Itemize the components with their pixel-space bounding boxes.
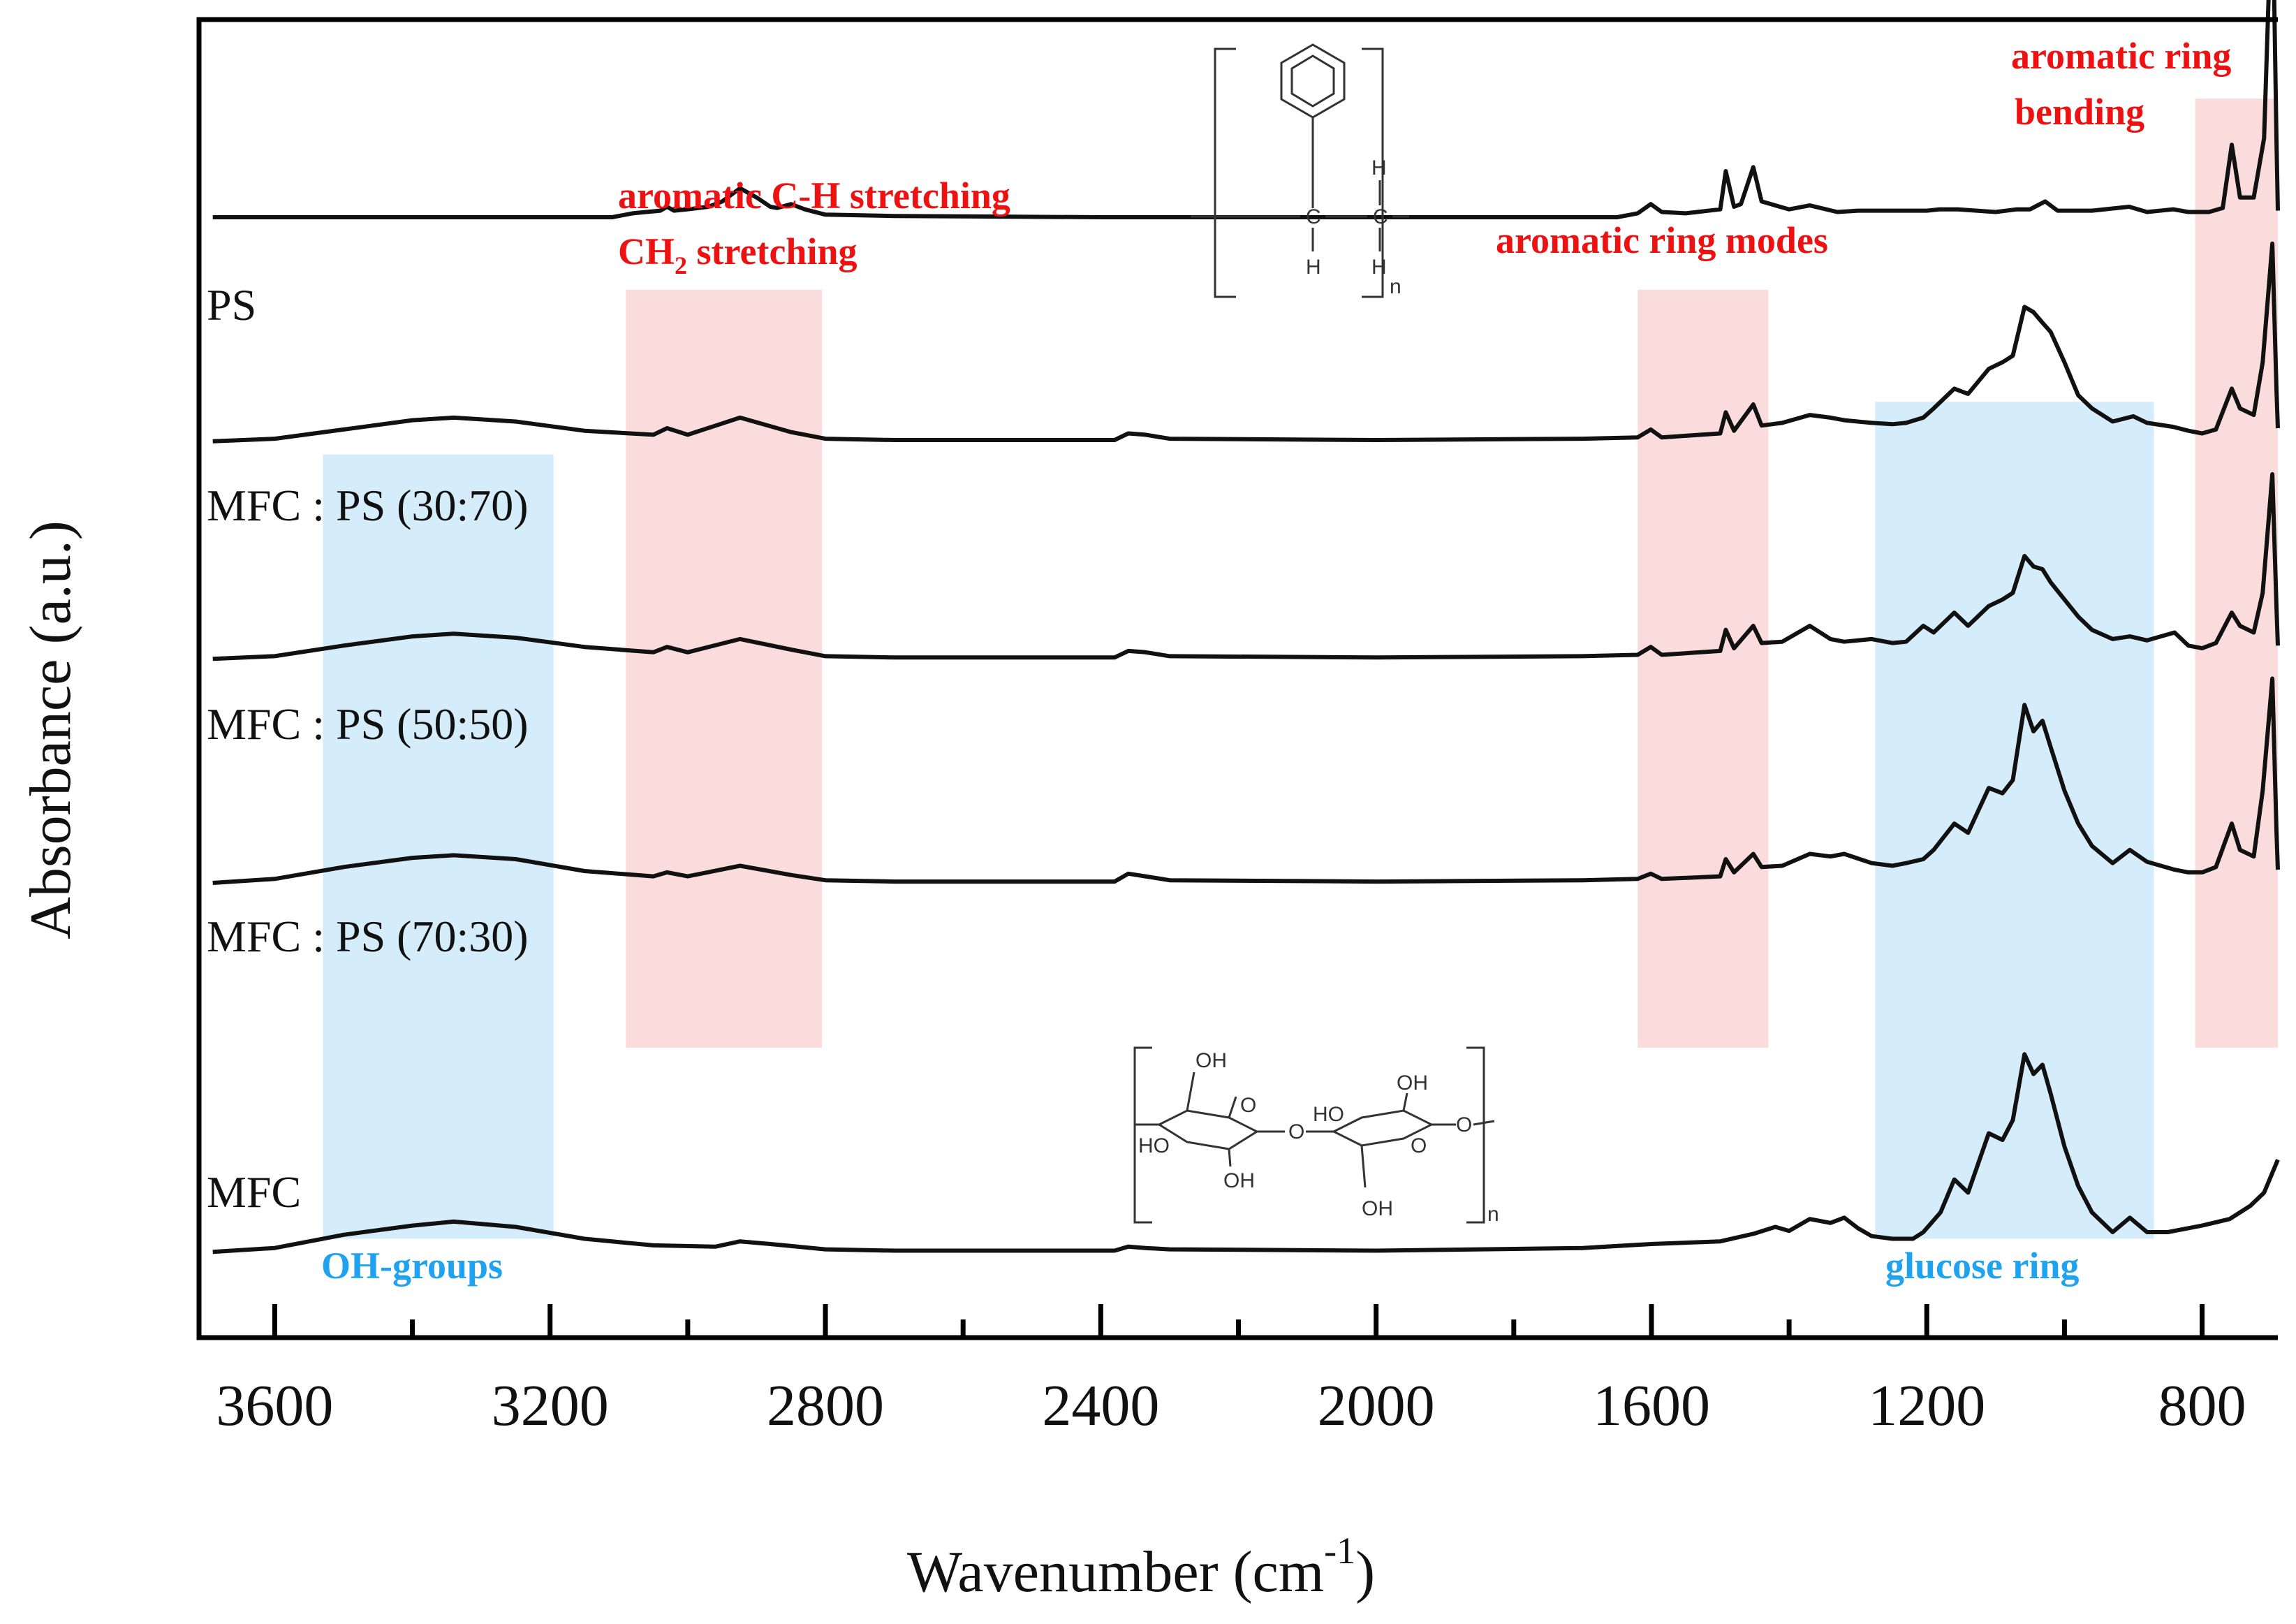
x-tick-label-2800: 2800 [767,1373,884,1438]
y-axis-title: Absorbance (a.u.) [18,520,83,939]
spectrum-mfc-ps-50-50 [212,472,2280,661]
x-axis-title-main: Wavenumber (cm [907,1539,1324,1604]
series-label-ps: PS [207,280,256,330]
cell-atom-bridge-o: O [1288,1120,1304,1143]
cell-repeat-n: n [1487,1203,1499,1226]
series-label-mfc: MFC [207,1167,301,1217]
cell-atom-oh-top-left: OH [1195,1049,1227,1072]
x-axis-title-close: ) [1355,1539,1375,1604]
x-tick-label-1600: 1600 [1593,1373,1710,1438]
x-axis-ticks: 3600 3200 2800 2400 2000 1600 1200 800 [216,1304,2246,1438]
spectrum-ps [212,0,2280,219]
x-tick-label-1200: 1200 [1868,1373,1985,1438]
series-label-mfc-ps-30-70: MFC : PS (30:70) [207,481,529,530]
cell-atom-ho-left: HO [1138,1134,1170,1157]
x-tick-label-800: 800 [2158,1373,2246,1438]
ps-atom-h-top: H [1371,156,1387,180]
cellulose-structure: OH HO OH O O HO OH O O OH OH n [1133,1046,1499,1226]
series-label-mfc-ps-50-50: MFC : PS (50:50) [207,699,529,749]
highlight-bands [323,98,2278,1239]
cell-atom-ho-right: HO [1313,1103,1344,1126]
cell-atom-end-o: O [1456,1113,1472,1136]
spectrum-mfc [212,1052,2280,1254]
x-tick-label-2000: 2000 [1318,1373,1435,1438]
cell-atom-ring-o-right: O [1411,1134,1427,1157]
annotation-bending: bending [2015,91,2144,133]
annotation-glucose-ring: glucose ring [1885,1245,2080,1287]
annotation-oh-groups: OH-groups [321,1245,503,1287]
polystyrene-structure: H H C C H H n [1191,43,1409,298]
aromatic-ring-modes-band [1638,289,1769,1048]
cell-atom-oh-bottom-right: OH [1362,1197,1393,1220]
spectrum-mfc-ps-30-70 [212,241,2280,444]
x-tick-label-3200: 3200 [492,1373,609,1438]
annotation-aromatic-ring: aromatic ring [2011,35,2231,77]
x-axis-title-superscript: -1 [1324,1530,1355,1572]
spectra [212,0,2280,1254]
ps-atom-h-left: H [1306,256,1321,279]
series-label-mfc-ps-70-30: MFC : PS (70:30) [207,912,529,961]
oh-groups-band [323,454,554,1239]
annotation-ch2-main: CH [618,231,675,272]
cell-atom-oh-top-right: OH [1397,1071,1428,1095]
ps-atom-c2: C [1373,205,1388,228]
x-axis-title: Wavenumber (cm-1) [907,1530,1375,1604]
ch-stretch-band [626,289,823,1048]
ps-atom-c1: C [1306,205,1321,228]
annotation-aromatic-ch-stretching: aromatic C-H stretching [618,175,1010,217]
cell-atom-oh-bottom-left: OH [1223,1169,1255,1192]
annotation-ch2-tail: stretching [687,231,857,272]
spectrum-mfc-ps-70-30 [212,676,2280,885]
annotation-ch2-subscript: 2 [675,251,687,279]
x-tick-label-3600: 3600 [216,1373,333,1438]
ps-repeat-n: n [1390,275,1401,298]
ps-atom-h-right-top: H [1371,256,1387,279]
cell-atom-ring-o-left: O [1240,1094,1256,1117]
x-tick-label-2400: 2400 [1042,1373,1159,1438]
annotation-aromatic-ring-modes: aromatic ring modes [1496,219,1828,261]
annotation-ch2-stretching: CH2 stretching [618,231,857,279]
